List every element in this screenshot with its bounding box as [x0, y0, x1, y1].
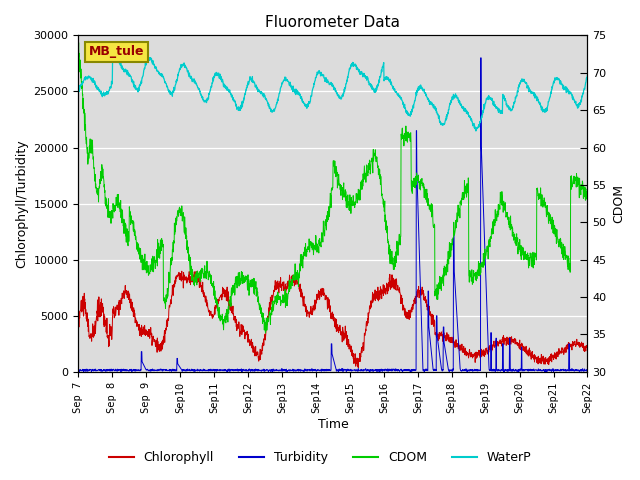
Title: Fluorometer Data: Fluorometer Data — [266, 15, 401, 30]
Y-axis label: CDOM: CDOM — [612, 184, 625, 223]
Text: MB_tule: MB_tule — [88, 46, 144, 59]
Y-axis label: Chlorophyll/Turbidity: Chlorophyll/Turbidity — [15, 139, 28, 268]
Legend: Chlorophyll, Turbidity, CDOM, WaterP: Chlorophyll, Turbidity, CDOM, WaterP — [104, 446, 536, 469]
X-axis label: Time: Time — [317, 419, 348, 432]
